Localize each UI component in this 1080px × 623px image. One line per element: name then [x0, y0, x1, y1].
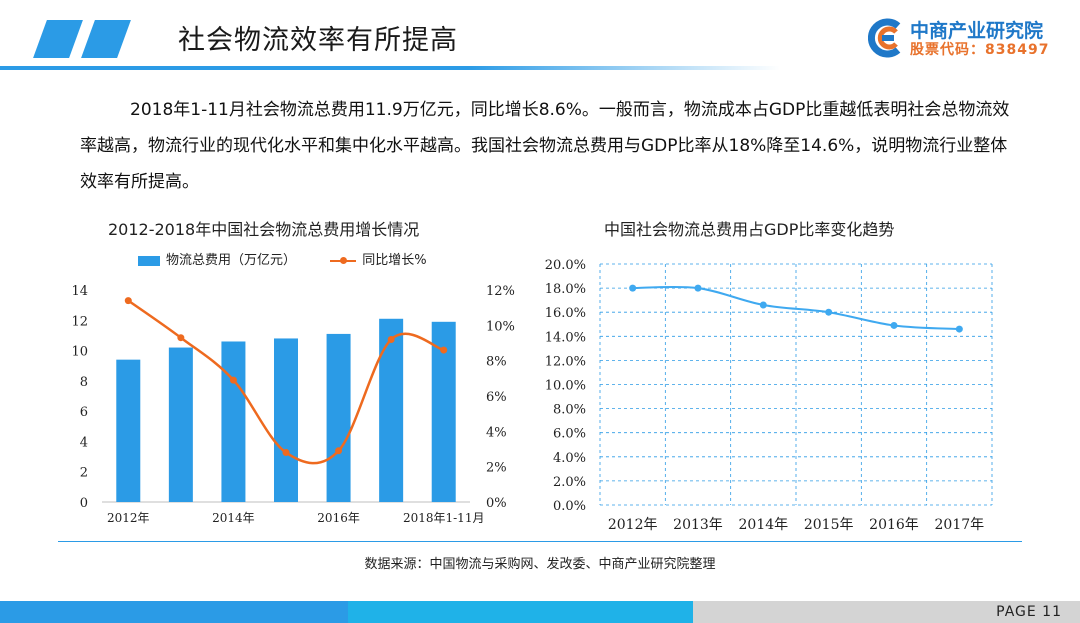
x-tick-label: 2012年 [107, 511, 150, 525]
page-number: PAGE 11 [996, 604, 1062, 620]
y-tick-label: 12.0% [545, 354, 586, 369]
growth-point [177, 334, 185, 342]
intro-text: 2018年1-11月社会物流总费用11.9万亿元，同比增长8.6%。一般而言，物… [80, 100, 1010, 192]
intro-paragraph: 2018年1-11月社会物流总费用11.9万亿元，同比增长8.6%。一般而言，物… [80, 92, 1010, 200]
ratio-point [955, 325, 963, 333]
legend-bar-label: 物流总费用（万亿元） [166, 253, 297, 268]
x-tick-label: 2014年 [739, 517, 789, 533]
bar [221, 341, 246, 502]
slide-title: 社会物流效率有所提高 [178, 25, 458, 56]
growth-point [387, 335, 395, 343]
y-tick-label: 6.0% [553, 427, 586, 442]
y-left-tick-label: 8 [80, 375, 88, 390]
growth-point [440, 346, 448, 354]
growth-point [124, 297, 132, 305]
y-tick-label: 20.0% [545, 258, 586, 273]
ratio-point [890, 321, 898, 329]
bar [116, 359, 141, 502]
y-left-tick-label: 0 [80, 496, 88, 511]
company-logo: 中商产业研究院 股票代码：838497 [868, 16, 1078, 60]
y-right-tick-label: 10% [486, 319, 515, 334]
y-tick-label: 14.0% [545, 330, 586, 345]
footer-bar-right [693, 601, 1080, 623]
header-stripe-1 [33, 20, 83, 58]
bar [168, 347, 193, 502]
y-tick-label: 8.0% [553, 403, 586, 418]
source-divider [58, 541, 1022, 542]
y-right-tick-label: 4% [486, 425, 507, 440]
y-left-tick-label: 4 [80, 435, 88, 450]
data-source: 数据来源：中国物流与采购网、发改委、中商产业研究院整理 [364, 557, 716, 572]
ratio-point [694, 284, 702, 292]
footer-bar-mid [348, 601, 693, 623]
x-tick-label: 2016年 [317, 511, 360, 525]
legend-bar-swatch [138, 255, 160, 266]
growth-point [229, 376, 237, 384]
ratio-point [629, 284, 637, 292]
left-chart-title: 2012-2018年中国社会物流总费用增长情况 [108, 220, 420, 239]
left-chart-legend: 物流总费用（万亿元） 同比增长% [138, 249, 427, 268]
x-tick-label: 2016年 [869, 517, 919, 533]
y-left-tick-label: 2 [80, 466, 88, 481]
bar [326, 333, 351, 502]
header-banner: 社会物流效率有所提高 中商产业研究院 股票代码：838497 [0, 0, 1080, 72]
logo-icon [868, 18, 901, 58]
x-tick-label: 2015年 [804, 517, 854, 533]
y-right-tick-label: 2% [486, 461, 507, 476]
right-chart-title: 中国社会物流总费用占GDP比率变化趋势 [604, 220, 895, 239]
growth-point [282, 449, 290, 457]
title-underline [0, 66, 780, 70]
y-tick-label: 2.0% [553, 475, 586, 490]
bar [379, 318, 404, 502]
y-right-tick-label: 6% [486, 390, 507, 405]
legend-line-label: 同比增长% [362, 253, 427, 268]
y-left-tick-label: 12 [71, 314, 88, 329]
right-chart: 0.0% 2.0% 4.0% 6.0% 8.0% 10.0% 12.0% 14.0% 16.0%… [545, 258, 993, 533]
x-tick-label: 2014年 [212, 511, 255, 525]
x-tick-label: 2013年 [673, 517, 723, 533]
logo-stock-code: 股票代码：838497 [910, 42, 1050, 58]
logo-name: 中商产业研究院 [910, 20, 1044, 42]
left-chart: 0 2 4 6 8 10 12 14 0% 2% 4% 6% 8% 10% 12% 2012年 2014年 201… [71, 284, 515, 525]
ratio-point [825, 308, 833, 316]
x-tick-label: 2017年 [935, 517, 985, 533]
ratio-line [632, 285, 960, 331]
x-tick-label: 2018年1-11月 [403, 511, 485, 525]
y-tick-label: 18.0% [545, 282, 586, 297]
y-tick-label: 4.0% [553, 451, 586, 466]
x-tick-label: 2012年 [608, 517, 658, 533]
y-tick-label: 10.0% [545, 379, 586, 394]
y-tick-label: 16.0% [545, 306, 586, 321]
bar [274, 338, 298, 502]
ratio-point [759, 301, 767, 309]
y-right-tick-label: 0% [486, 496, 507, 511]
y-left-tick-label: 10 [71, 345, 88, 360]
legend-line-swatch [330, 255, 357, 267]
footer-bar-left [0, 601, 348, 623]
y-left-tick-label: 6 [80, 405, 88, 420]
y-right-tick-label: 8% [486, 355, 507, 370]
y-right-tick-label: 12% [486, 284, 515, 299]
growth-point [335, 447, 343, 455]
header-stripe-2 [81, 20, 131, 58]
y-left-tick-label: 14 [71, 284, 88, 299]
y-tick-label: 0.0% [553, 499, 586, 514]
